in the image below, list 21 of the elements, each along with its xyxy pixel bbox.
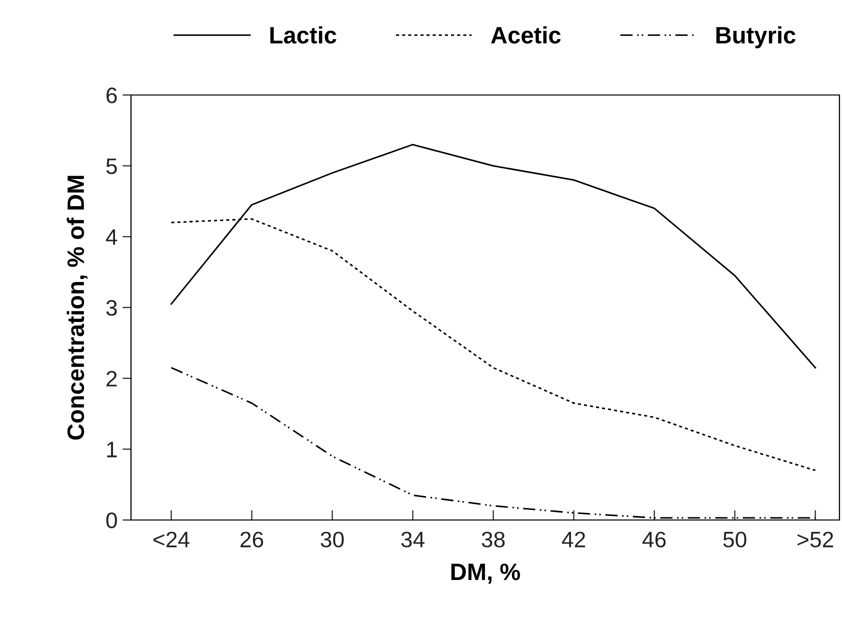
x-axis-title: DM, %	[451, 564, 520, 584]
x-tick-label: <24	[154, 532, 190, 548]
y-tick-label: 5	[106, 158, 117, 174]
y-tick-label: 0	[106, 512, 117, 528]
x-tick-label: >52	[798, 532, 834, 548]
y-tick-label: 2	[106, 370, 117, 386]
y-axis-title: Concentration, % of DM	[66, 176, 88, 440]
x-tick-label: 42	[562, 532, 586, 548]
legend-label: Butyric	[716, 26, 796, 48]
x-tick-label: 38	[482, 532, 505, 548]
y-tick-label: 1	[107, 442, 117, 458]
y-tick-label: 6	[106, 88, 117, 104]
y-tick-label: 4	[106, 229, 118, 245]
x-tick-label: 46	[642, 532, 666, 548]
x-tick-label: 26	[240, 532, 264, 548]
x-tick-label: 30	[320, 532, 344, 548]
legend-label: Lactic	[270, 26, 336, 44]
x-tick-label: 34	[401, 532, 424, 548]
y-tick-label: 3	[106, 300, 117, 316]
legend-label: Acetic	[491, 26, 561, 44]
x-tick-label: 50	[723, 532, 746, 548]
